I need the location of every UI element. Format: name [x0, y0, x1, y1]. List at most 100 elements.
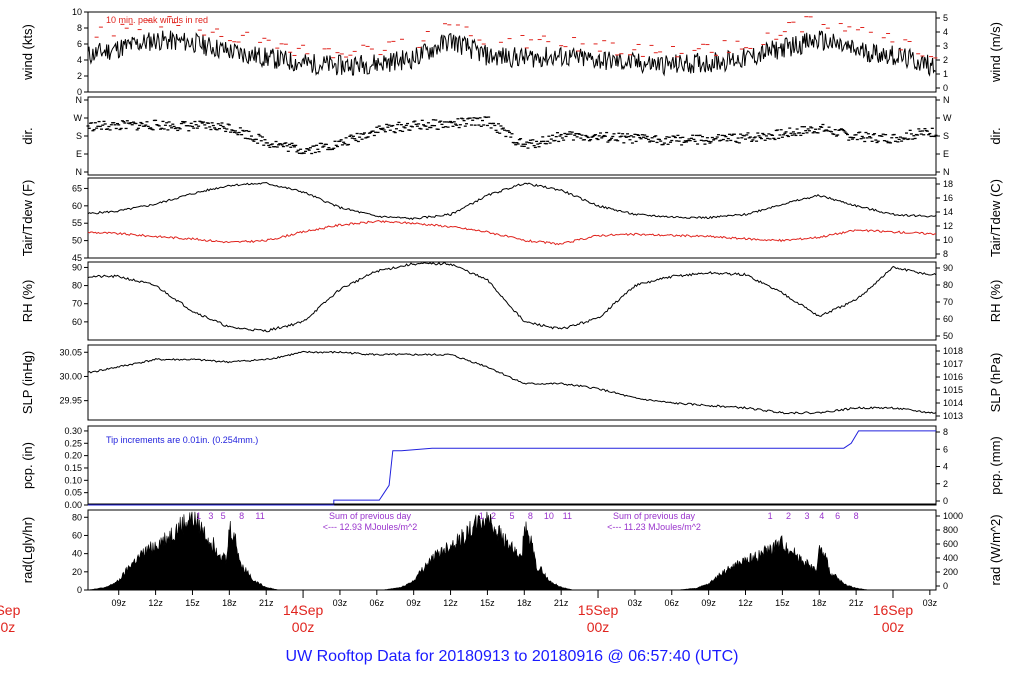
x-tick-label: 21z — [259, 598, 274, 608]
radiation-sum-label: Sum of previous day — [329, 511, 412, 521]
y-tick-label-right: 0 — [943, 496, 948, 506]
radiation-hour-label: 11 — [563, 511, 572, 521]
x-tick-label: 03z — [923, 598, 938, 608]
y-axis-title-right: pcp. (mm) — [988, 436, 1003, 495]
precipitation-annotation: Tip increments are 0.01in. (0.254mm.) — [106, 435, 258, 445]
radiation-hour-label: 8 — [854, 511, 859, 521]
radiation-area — [677, 535, 869, 591]
x-tick-label: 12z — [443, 598, 458, 608]
y-axis-title-right: Tair/Tdew (C) — [988, 179, 1003, 257]
y-tick-label-left: 20 — [72, 567, 82, 577]
y-tick-label-right: 16 — [943, 193, 953, 203]
radiation-hour-label: 2 — [786, 511, 791, 521]
x-tick-label: 03z — [628, 598, 643, 608]
y-tick-label-left: 50 — [72, 236, 82, 246]
y-tick-label-left: 55 — [72, 218, 82, 228]
y-tick-label-left: 90 — [72, 262, 82, 272]
y-tick-label-left: 60 — [72, 530, 82, 540]
y-tick-label-right: 1000 — [943, 511, 963, 521]
radiation-hour-label: 1 — [768, 511, 773, 521]
y-tick-label-left: 0 — [77, 87, 82, 97]
y-axis-title-right: dir. — [988, 127, 1003, 144]
y-tick-label-left: 80 — [72, 281, 82, 291]
y-tick-label-right: N — [943, 167, 950, 177]
y-tick-label-left: 29.95 — [59, 396, 82, 406]
y-tick-label-right: 2 — [943, 55, 948, 65]
y-tick-label-right: 1017 — [943, 359, 963, 369]
y-tick-label-right: 80 — [943, 280, 953, 290]
y-tick-label-left: 80 — [72, 512, 82, 522]
y-tick-label-right: 0 — [943, 581, 948, 591]
radiation-hour-label: 5 — [221, 511, 226, 521]
y-tick-label-left: 45 — [72, 253, 82, 263]
plot-frame — [87, 96, 937, 176]
y-tick-label-left: 0.00 — [64, 500, 82, 510]
radiation-hour-label: 8 — [239, 511, 244, 521]
y-tick-label-right: 800 — [943, 525, 958, 535]
y-tick-label-left: 0.05 — [64, 488, 82, 498]
date-label: 14Sep — [283, 602, 324, 618]
y-axis-title-left: wind (kts) — [20, 24, 35, 81]
x-tick-label: 09z — [111, 598, 126, 608]
y-tick-label-right: E — [943, 149, 949, 159]
y-tick-label-left: 60 — [72, 201, 82, 211]
y-tick-label-left: N — [76, 167, 83, 177]
y-tick-label-right: 400 — [943, 553, 958, 563]
y-axis-title-left: Tair/Tdew (F) — [20, 180, 35, 257]
radiation-hour-label: 1 — [196, 511, 201, 521]
plot-frame — [87, 344, 937, 421]
radiation-sum-value: <--- 12.93 MJoules/m^2 — [323, 522, 418, 532]
y-tick-label-left: 0.15 — [64, 463, 82, 473]
y-tick-label-right: 3 — [943, 41, 948, 51]
y-tick-label-right: S — [943, 131, 949, 141]
plot-frame — [87, 261, 937, 341]
radiation-hour-label: 8 — [528, 511, 533, 521]
radiation-hour-label: 4 — [819, 511, 824, 521]
wind-speed-line — [87, 30, 936, 77]
date-hour-label: 00z — [587, 619, 610, 635]
y-tick-label-left: 0.30 — [64, 426, 82, 436]
x-tick-label: 18z — [517, 598, 532, 608]
date-label: 3Sep — [0, 602, 21, 618]
date-hour-label: 00z — [292, 619, 315, 635]
y-tick-label-right: W — [943, 113, 952, 123]
y-axis-title-left: pcp. (in) — [20, 442, 35, 489]
y-tick-label-right: 1015 — [943, 385, 963, 395]
plot-frame — [87, 11, 937, 93]
y-tick-label-left: 0.25 — [64, 438, 82, 448]
y-tick-label-left: 30.05 — [59, 347, 82, 357]
y-tick-label-left: W — [74, 113, 83, 123]
x-tick-label: 06z — [665, 598, 680, 608]
y-axis-title-left: rad(Lgly/hr) — [20, 517, 35, 583]
x-tick-label: 21z — [849, 598, 864, 608]
y-tick-label-right: 8 — [943, 249, 948, 259]
y-axis-title-left: RH (%) — [20, 280, 35, 323]
y-tick-label-left: 6 — [77, 39, 82, 49]
y-tick-label-right: 90 — [943, 263, 953, 273]
y-tick-label-right: 4 — [943, 462, 948, 472]
x-tick-label: 18z — [222, 598, 237, 608]
y-tick-label-right: 60 — [943, 314, 953, 324]
radiation-sum-label: Sum of previous day — [613, 511, 696, 521]
date-label: 15Sep — [578, 602, 619, 618]
y-tick-label-right: 200 — [943, 567, 958, 577]
y-tick-label-left: 65 — [72, 183, 82, 193]
pressure-line — [87, 350, 937, 415]
y-axis-title-left: dir. — [20, 127, 35, 144]
y-tick-label-left: E — [76, 149, 82, 159]
y-tick-label-right: 1 — [943, 69, 948, 79]
date-label: 16Sep — [873, 602, 914, 618]
y-tick-label-left: 0.10 — [64, 475, 82, 485]
y-tick-label-right: 0 — [943, 83, 948, 93]
plot-frame — [87, 425, 937, 506]
y-tick-label-left: 4 — [77, 55, 82, 65]
y-tick-label-right: 6 — [943, 444, 948, 454]
y-tick-label-left: 70 — [72, 299, 82, 309]
y-tick-label-right: 1018 — [943, 346, 963, 356]
y-tick-label-right: 8 — [943, 427, 948, 437]
y-tick-label-left: 0 — [77, 585, 82, 595]
x-tick-label: 15z — [185, 598, 200, 608]
radiation-hour-label: 1 — [479, 511, 484, 521]
radiation-hour-label: 2 — [491, 511, 496, 521]
